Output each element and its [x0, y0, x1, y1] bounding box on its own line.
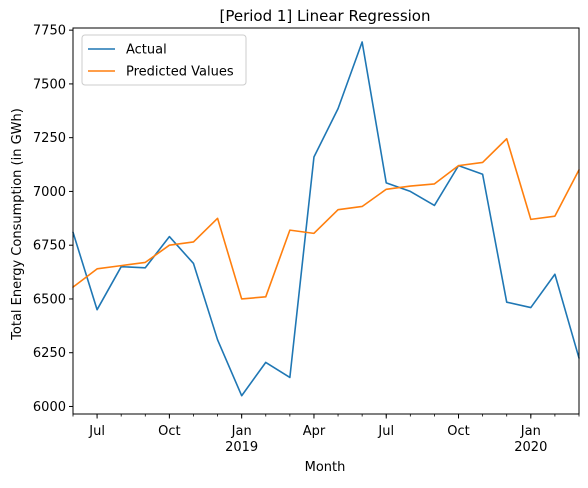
- x-tick-label: Apr: [303, 424, 326, 439]
- x-tick-label: Jul: [377, 424, 394, 439]
- legend-items: Actual Predicted Values: [88, 43, 234, 80]
- y-tick-label: 6500: [33, 292, 66, 307]
- y-axis-label: Total Energy Consumption (in GWh): [10, 108, 25, 341]
- y-tick-label: 7000: [33, 185, 66, 200]
- x-tick-label: Oct: [447, 424, 469, 439]
- x-tick-label: Jul: [88, 424, 105, 439]
- y-tick-label: 7500: [33, 77, 66, 92]
- x-axis-label: Month: [305, 460, 346, 475]
- x-tick-year-label: 2019: [225, 440, 258, 455]
- chart-title: [Period 1] Linear Regression: [220, 7, 431, 25]
- series-line-predicted: [72, 137, 580, 300]
- x-tick-label: Oct: [158, 424, 180, 439]
- x-tick-label: Jan: [231, 424, 252, 439]
- x-tick-year-label: 2020: [514, 440, 547, 455]
- y-tick-label: 7750: [33, 24, 66, 39]
- ticks-layer: 6000 6250 6500 6750 7000 7250 7500 7750 Jul Oct Ja…: [33, 24, 580, 455]
- y-tick-label: 7250: [33, 131, 66, 146]
- plot-frame: [72, 27, 580, 415]
- legend-box: [81, 34, 247, 86]
- x-tick-label: Jan: [520, 424, 541, 439]
- series-line-actual: [72, 41, 580, 397]
- legend-label: Actual: [126, 43, 167, 58]
- series-layer: [72, 41, 580, 397]
- legend-label: Predicted Values: [126, 65, 234, 80]
- y-tick-label: 6000: [33, 400, 66, 415]
- legend: Actual Predicted Values: [81, 34, 247, 86]
- y-tick-label: 6750: [33, 239, 66, 254]
- y-tick-label: 6250: [33, 346, 66, 361]
